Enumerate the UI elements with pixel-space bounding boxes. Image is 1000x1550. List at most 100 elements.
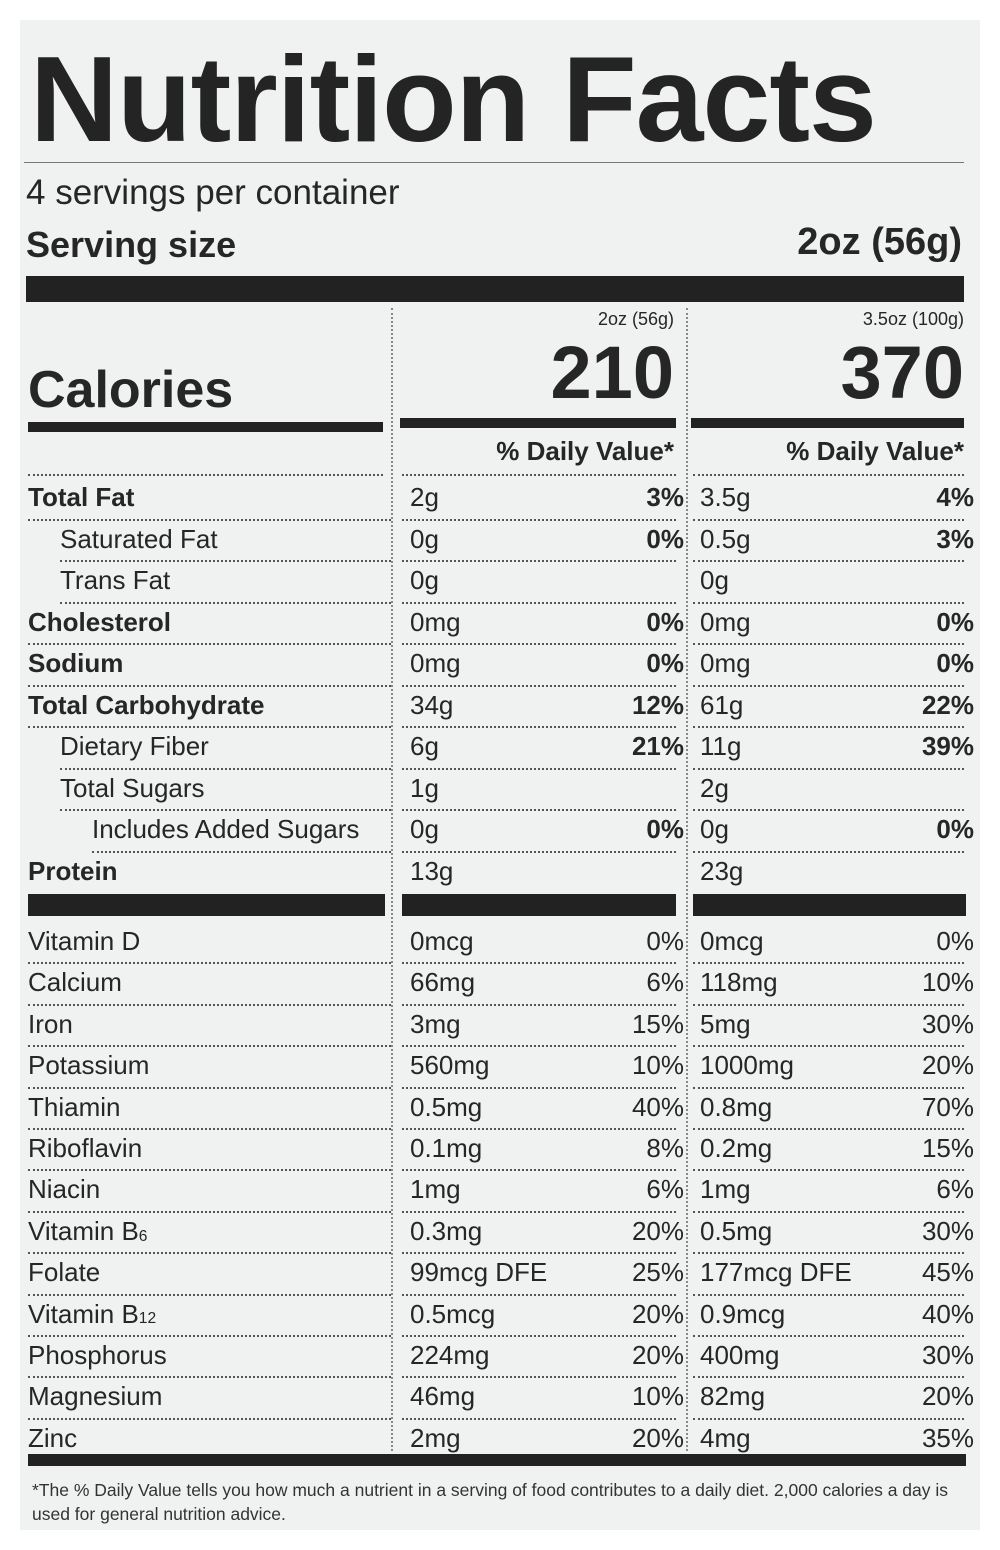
amount-cell: 2g [700,772,729,803]
servings-per-container: 4 servings per container [26,173,400,212]
row-divider [402,726,676,728]
daily-value-header-2: % Daily Value* [786,436,964,466]
amount-cell: 118mg [700,967,778,998]
nutrient-name: Niacin [28,1176,100,1202]
nutrient-name-text: Total Sugars [60,772,205,803]
nutrient-name: Phosphorus [28,1342,167,1368]
row-divider [402,684,676,687]
row-divider [402,1045,676,1048]
amount-cell: 1mg [700,1174,751,1205]
divider [24,162,964,163]
daily-value-cell: 15% [631,1008,684,1039]
calories-bar-3 [691,418,964,428]
nutrient-name-text: Folate [28,1257,101,1288]
amount-cell: 23g [700,855,744,886]
row-divider [402,962,676,965]
serving-size-value: 2oz (56g) [797,221,962,263]
amount-cell: 2g [410,482,439,512]
row-divider [693,1376,964,1379]
nutrient-name-text: Dietary Fiber [60,731,209,761]
nutrient-name-text: Niacin [28,1174,101,1205]
nutrient-name: Total Sugars [60,775,205,801]
daily-value-cell: 0% [936,926,974,956]
amount-cell: 6g [410,731,439,761]
daily-value-cell: 40% [921,1298,974,1329]
row-divider [693,518,964,521]
row-divider [693,850,964,853]
nutrient-name: Folate [28,1259,100,1285]
daily-value-cell: 20% [921,1050,974,1081]
column-1-calories: 210 [550,331,674,414]
row-divider [693,1086,964,1089]
row-divider [402,643,676,645]
vitamin-bar-1 [28,894,385,916]
daily-value-cell: 10% [921,967,974,998]
nutrient-name: Riboflavin [28,1135,142,1161]
row-divider [28,518,391,521]
nutrient-name: Cholesterol [28,609,171,635]
daily-value-cell: 6% [646,967,684,998]
nutrient-name-text: Includes Added Sugars [92,814,360,844]
nutrient-name-text: Sodium [28,648,124,678]
row-divider [402,1334,676,1337]
row-divider [28,1417,391,1420]
amount-cell: 4mg [700,1422,751,1453]
row-divider [28,1210,391,1213]
daily-value-cell: 20% [631,1215,684,1246]
daily-value-cell: 0% [646,606,684,637]
daily-value-cell: 0% [646,926,684,956]
nutrient-name: Zinc [28,1425,77,1451]
nutrient-name-text: Cholesterol [28,606,172,637]
row-divider [402,850,676,853]
row-divider [693,1169,964,1172]
row-divider [402,1210,676,1213]
nutrient-name: Dietary Fiber [60,733,209,759]
amount-cell: 3.5g [700,482,751,512]
nutrient-name: Potassium [28,1052,149,1078]
daily-value-cell: 20% [631,1340,684,1370]
daily-value-cell: 0% [646,814,684,844]
amount-cell: 0.5mg [700,1215,773,1246]
amount-cell: 46mg [410,1381,476,1412]
nutrient-name-subscript: 6 [138,1227,148,1245]
daily-value-cell: 40% [631,1091,684,1122]
row-divider [28,1045,391,1048]
amount-cell: 0g [700,565,729,595]
nutrient-name-text: Riboflavin [28,1133,143,1163]
daily-value-cell: 4% [936,482,974,512]
amount-cell: 1g [410,772,439,803]
footnote: *The % Daily Value tells you how much a … [32,1480,949,1524]
daily-value-cell: 20% [921,1381,974,1412]
nutrient-name-text: Zinc [28,1422,78,1453]
vitamin-bar-2 [402,894,676,916]
daily-value-cell: 10% [631,1381,684,1412]
row-divider [402,518,676,521]
row-divider [693,809,964,811]
nutrient-name: Includes Added Sugars [92,816,359,842]
daily-value-cell: 0% [646,648,684,678]
nutrient-name-text: Vitamin D [28,926,141,956]
row-divider [402,1417,676,1420]
amount-cell: 0mg [410,648,461,678]
row-divider [28,1086,391,1089]
daily-value-cell: 20% [631,1298,684,1329]
row-divider [28,962,391,965]
nutrient-name-subscript: 12 [138,1310,157,1328]
row-divider [693,1334,964,1337]
amount-cell: 0.5mg [410,1091,483,1122]
nutrient-name: Vitamin D [28,928,140,954]
row-divider [402,474,676,476]
nutrient-name-text: Calcium [28,967,122,998]
row-divider [693,1045,964,1048]
amount-cell: 0g [410,814,439,844]
amount-cell: 13g [410,855,454,886]
nutrient-name-text: Saturated Fat [60,523,218,554]
vitamin-bar-3 [693,894,966,916]
row-divider [402,1252,676,1255]
amount-cell: 1000mg [700,1050,794,1081]
daily-value-header-1: % Daily Value* [496,436,674,466]
amount-cell: 34g [410,689,454,720]
daily-value-cell: 30% [921,1340,974,1370]
daily-value-cell: 70% [921,1091,974,1122]
nutrient-name: Thiamin [28,1094,120,1120]
